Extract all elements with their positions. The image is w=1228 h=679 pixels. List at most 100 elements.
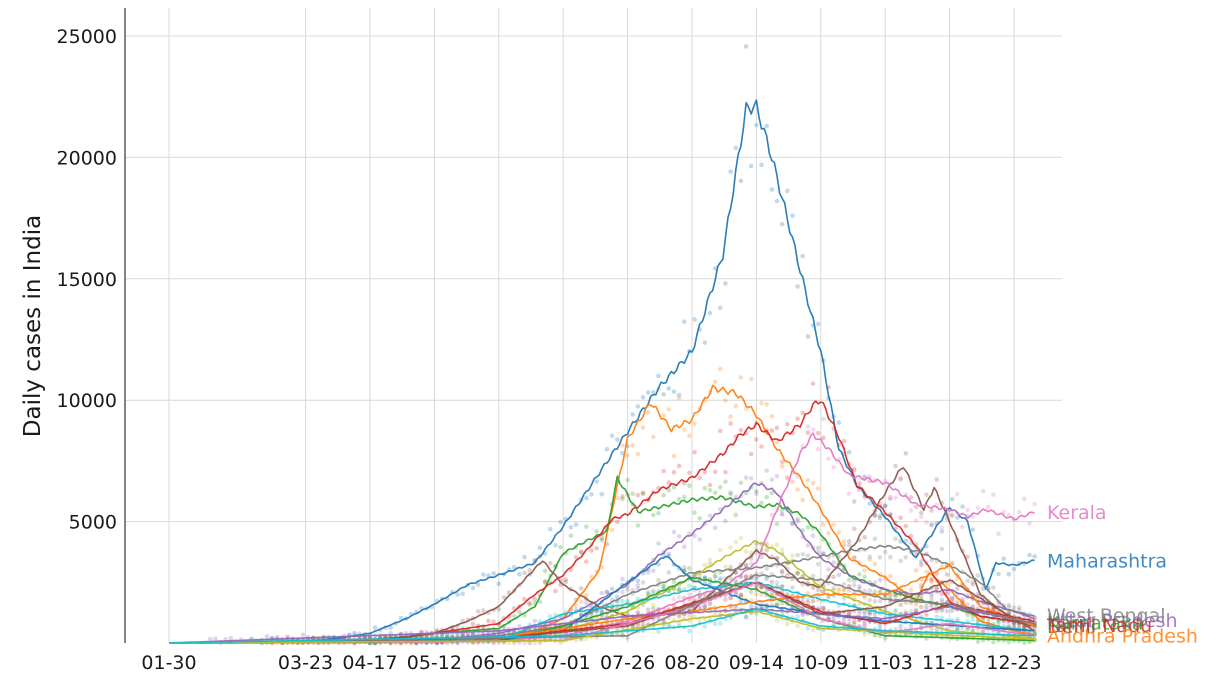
data-point <box>635 523 641 528</box>
data-point <box>903 451 909 456</box>
data-point <box>980 628 986 634</box>
data-point <box>908 495 914 500</box>
data-point <box>985 504 991 510</box>
data-point <box>609 586 615 592</box>
x-tick-label: 05-12 <box>407 652 462 674</box>
data-point <box>769 477 775 482</box>
data-point <box>877 589 883 595</box>
data-point <box>815 561 821 567</box>
data-point <box>712 490 718 496</box>
data-point <box>697 516 703 521</box>
data-point <box>599 535 605 541</box>
data-point <box>651 588 656 594</box>
data-point <box>908 587 914 593</box>
data-point <box>939 525 945 531</box>
data-point <box>996 531 1001 537</box>
data-point <box>1022 496 1027 502</box>
data-point <box>815 446 821 452</box>
data-point <box>578 586 584 591</box>
data-point <box>491 571 496 576</box>
data-point <box>743 614 749 620</box>
data-point <box>867 501 873 506</box>
data-point <box>970 617 976 622</box>
series-lines: MaharashtraAndhra PradeshKarnatakaTamil … <box>168 99 1036 644</box>
data-point <box>800 253 806 259</box>
data-point <box>774 425 780 431</box>
data-point <box>913 607 919 613</box>
data-point <box>501 595 507 600</box>
data-point <box>702 604 708 610</box>
data-point <box>1016 623 1022 628</box>
data-point <box>645 591 651 597</box>
data-point <box>614 594 620 600</box>
data-point <box>795 623 800 629</box>
data-point <box>666 570 672 575</box>
data-point <box>620 598 625 604</box>
data-point <box>862 474 867 480</box>
data-point <box>718 577 723 582</box>
data-point <box>939 615 945 620</box>
data-point <box>965 612 970 618</box>
data-point <box>692 317 697 322</box>
data-point <box>784 572 790 578</box>
data-point <box>712 574 718 580</box>
data-point <box>738 535 744 541</box>
data-point <box>893 495 898 501</box>
data-point <box>1032 625 1037 631</box>
data-point <box>681 586 687 592</box>
data-point <box>398 615 404 621</box>
data-point <box>774 473 780 479</box>
data-point <box>929 627 934 633</box>
data-point <box>924 569 929 575</box>
data-point <box>687 566 692 571</box>
data-point <box>872 561 878 567</box>
data-point <box>558 519 563 525</box>
data-point <box>687 470 692 476</box>
data-point <box>558 544 563 550</box>
data-point <box>213 636 218 641</box>
data-point <box>815 321 821 327</box>
data-point <box>651 434 656 440</box>
data-point <box>774 580 780 585</box>
data-point <box>702 575 708 581</box>
data-point <box>300 632 306 638</box>
x-tick-label: 07-01 <box>536 652 591 674</box>
data-point <box>743 44 749 49</box>
data-point <box>372 625 378 630</box>
data-point <box>630 491 636 497</box>
data-point <box>960 504 965 509</box>
data-point <box>991 639 996 645</box>
data-point <box>635 578 641 584</box>
data-point <box>764 468 769 473</box>
data-point <box>851 582 857 588</box>
y-tick-labels: 5000 10000 15000 20000 25000 <box>57 26 117 534</box>
data-point <box>790 553 795 558</box>
data-point <box>687 433 692 439</box>
data-point <box>851 466 857 471</box>
data-point <box>908 508 914 513</box>
data-point <box>1011 621 1017 627</box>
data-point <box>1032 554 1037 559</box>
data-point <box>676 396 682 401</box>
data-point <box>702 469 708 475</box>
data-point <box>790 585 795 590</box>
data-point <box>207 636 213 642</box>
data-point <box>707 601 713 607</box>
data-point <box>640 490 646 496</box>
data-point <box>692 533 697 539</box>
data-point <box>955 586 960 591</box>
data-point <box>991 585 996 590</box>
data-point <box>970 579 976 585</box>
data-point <box>738 598 744 604</box>
data-point <box>831 574 836 580</box>
data-point <box>604 589 610 595</box>
data-point <box>949 560 955 566</box>
data-point <box>918 510 924 516</box>
data-point <box>470 585 476 591</box>
data-point <box>867 588 873 593</box>
data-point <box>779 512 785 517</box>
data-point <box>857 481 862 486</box>
data-point <box>578 599 584 605</box>
data-point <box>599 537 605 543</box>
data-point <box>723 564 728 569</box>
